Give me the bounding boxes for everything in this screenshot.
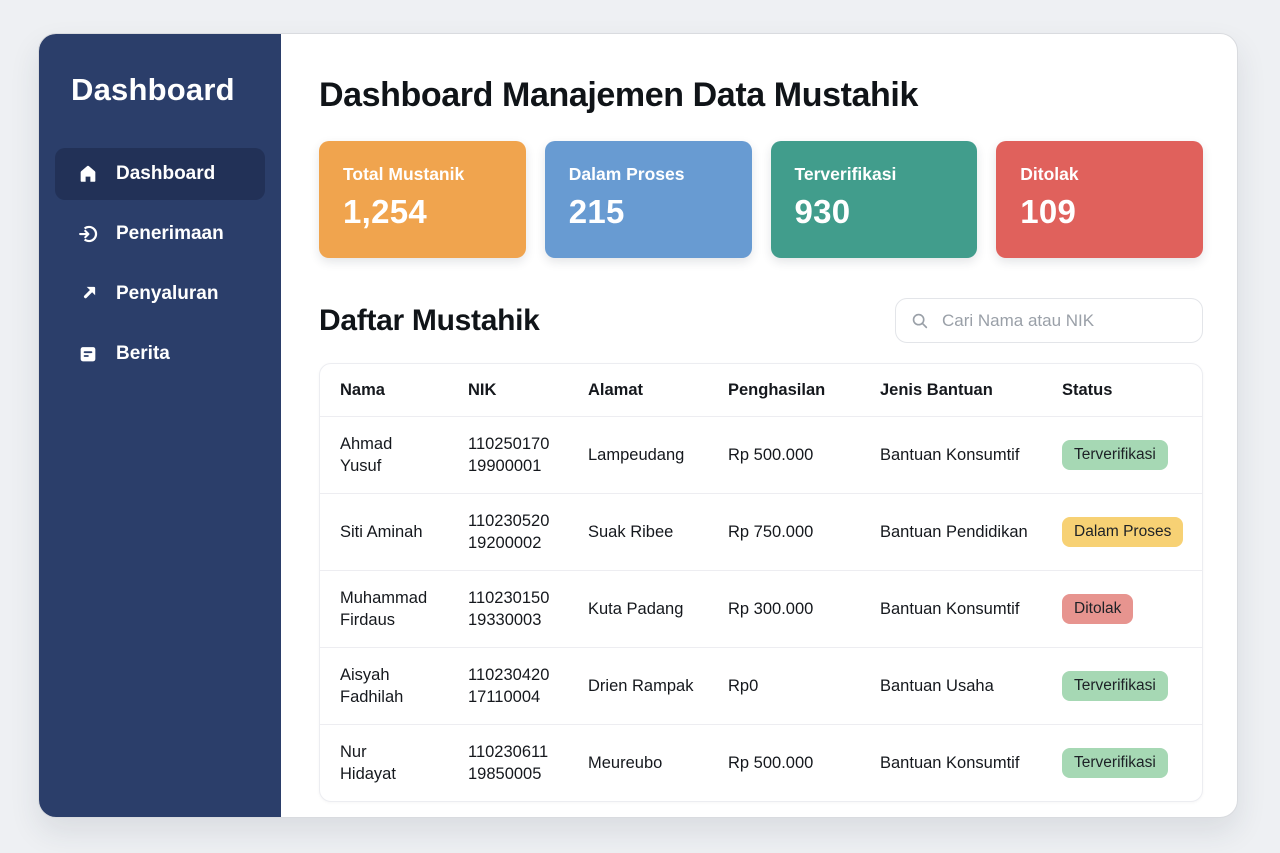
stat-label: Ditolak (1020, 164, 1079, 184)
cell-nik: 110230520 19200002 (468, 493, 588, 571)
cell-jenis-bantuan: Bantuan Konsumtif (880, 570, 1062, 648)
status-badge: Terverifikasi (1062, 440, 1168, 470)
main-window: Dashboard Dashboard Penerimaan (38, 33, 1238, 818)
sidebar-item-label: Dashboard (116, 163, 216, 184)
cell-nik: 110230150 19330003 (468, 570, 588, 648)
cell-penghasilan: Rp 500.000 (728, 754, 814, 772)
sidebar-title: Dashboard (71, 72, 235, 107)
mustahik-table: Nama NIK Alamat Penghasilan Jenis Bantua… (319, 363, 1203, 802)
sidebar: Dashboard Dashboard Penerimaan (39, 34, 281, 817)
stat-label: Dalam Proses (568, 164, 685, 184)
home-icon (77, 163, 99, 185)
sidebar-item-dashboard[interactable]: Dashboard (55, 148, 265, 200)
list-header: Daftar Mustahik (319, 298, 1203, 343)
list-title: Daftar Mustahik (319, 303, 540, 337)
stat-value: 215 (568, 193, 625, 230)
cell-penghasilan: Rp 500.000 (728, 416, 880, 494)
news-icon (77, 343, 99, 365)
stat-cards: Total Mustanik 1,254 Dalam Proses 215 Te… (319, 141, 1203, 258)
cell-nik: 110230420 17110004 (468, 647, 588, 725)
sidebar-item-penerimaan[interactable]: Penerimaan (55, 208, 265, 260)
col-header-alamat: Alamat (588, 364, 728, 417)
stat-card-ditolak: Ditolak 109 (996, 141, 1203, 258)
cell-alamat: Suak Ribee (588, 493, 728, 571)
sidebar-item-berita[interactable]: Berita (55, 328, 265, 380)
cell-nama: Ahmad Yusuf (320, 416, 468, 494)
page-title: Dashboard Manajemen Data Mustahik (319, 76, 918, 114)
cell-alamat: Lampeudang (588, 416, 728, 494)
cell-alamat: Kuta Padang (588, 570, 728, 648)
cell-jenis-bantuan: Bantuan Konsumtif (880, 416, 1062, 494)
status-badge: Terverifikasi (1062, 748, 1168, 778)
cell-alamat: Meureubo (588, 754, 663, 772)
stat-card-dalam-proses: Dalam Proses 215 (544, 141, 752, 258)
search-icon (912, 313, 928, 328)
stat-card-terverifikasi: Terverifikasi 930 (770, 141, 978, 258)
stat-label: Total Mustanik (343, 164, 465, 184)
sidebar-item-label: Penyaluran (116, 283, 219, 304)
col-header-jenis-bantuan: Jenis Bantuan (880, 364, 1062, 417)
cell-penghasilan: Rp0 (728, 647, 880, 725)
cell-penghasilan: Rp 750.000 (728, 493, 880, 571)
table-header-row: Nama NIK Alamat Penghasilan Jenis Bantua… (320, 364, 1202, 417)
table-row: Aisyah Fadhilah 110230420 17110004 Drien… (320, 647, 1202, 725)
stat-value: 109 (1020, 193, 1077, 230)
sidebar-item-label: Penerimaan (116, 223, 224, 244)
stat-value: 1,254 (343, 193, 428, 230)
cell-nik: 110230611 19850005 (468, 743, 549, 783)
cell-alamat: Drien Rampak (588, 647, 728, 725)
sidebar-nav: Dashboard Penerimaan Penyaluran (55, 148, 265, 380)
cell-jenis-bantuan: Bantuan Konsumtif (880, 754, 1020, 772)
status-badge: Terverifikasi (1062, 671, 1168, 701)
cell-nama: Aisyah Fadhilah (320, 647, 468, 725)
cell-nama: Nur Hidayat (340, 743, 396, 783)
stat-value: 930 (794, 193, 851, 230)
stat-card-total-mustanik: Total Mustanik 1,254 (319, 141, 526, 258)
status-badge: Dalam Proses (1062, 517, 1184, 547)
search-input[interactable] (940, 309, 1188, 332)
search-box (895, 298, 1203, 343)
table-row: Siti Aminah 110230520 19200002 Suak Ribe… (320, 493, 1202, 571)
col-header-nama: Nama (320, 364, 468, 417)
col-header-penghasilan: Penghasilan (728, 364, 880, 417)
table-row: Nur Hidayat 110230611 19850005 Meureubo … (320, 725, 1202, 802)
sidebar-item-label: Berita (116, 343, 170, 364)
table-row: Ahmad Yusuf 110250170 19900001 Lampeudan… (320, 416, 1202, 494)
col-header-status: Status (1062, 364, 1202, 417)
cell-nik: 110250170 19900001 (468, 416, 588, 494)
col-header-nik: NIK (468, 364, 588, 417)
cell-nama: Muhammad Firdaus (320, 570, 468, 648)
cell-jenis-bantuan: Bantuan Usaha (880, 647, 1062, 725)
stat-label: Terverifikasi (794, 164, 897, 184)
incoming-arrow-icon (77, 223, 99, 245)
main-content: Dashboard Manajemen Data Mustahik Total … (281, 34, 1237, 817)
status-badge: Ditolak (1062, 594, 1134, 624)
cell-nama: Siti Aminah (320, 493, 468, 571)
sidebar-item-penyaluran[interactable]: Penyaluran (55, 268, 265, 320)
table-row: Muhammad Firdaus 110230150 19330003 Kuta… (320, 570, 1202, 648)
arrow-up-right-icon (77, 283, 99, 305)
cell-jenis-bantuan: Bantuan Pendidikan (880, 493, 1062, 571)
cell-penghasilan: Rp 300.000 (728, 570, 880, 648)
